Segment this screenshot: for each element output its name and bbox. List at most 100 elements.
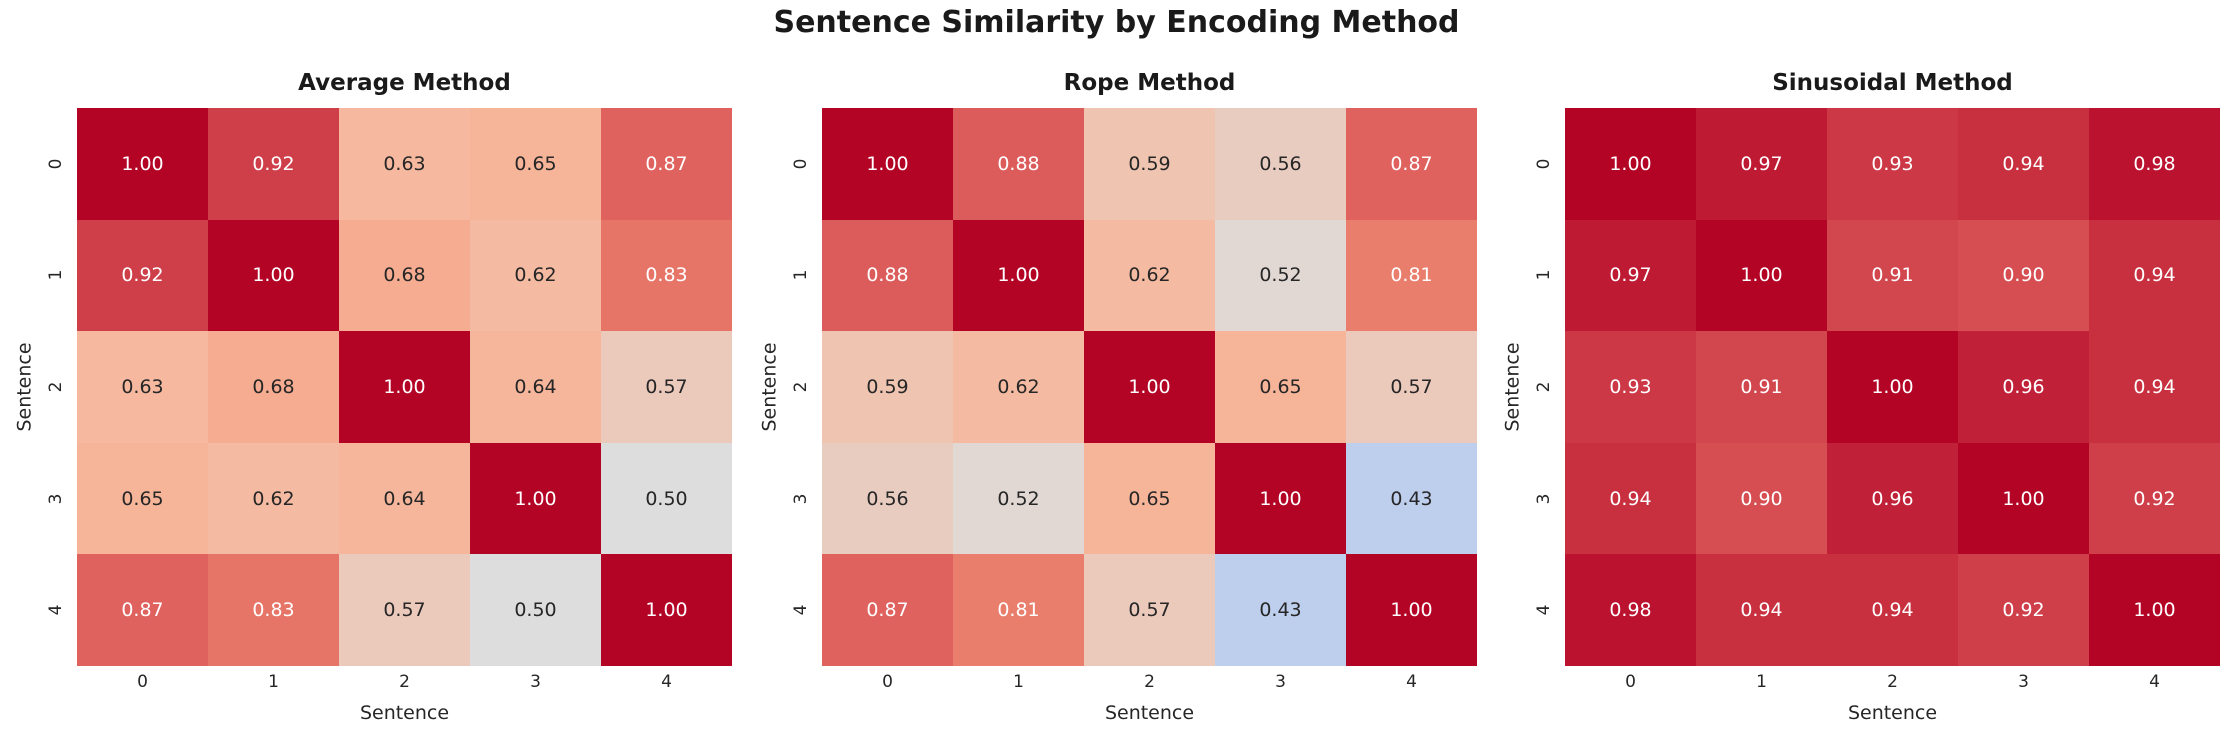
heatmap-cell: 0.94	[1958, 108, 2089, 220]
heatmap-grid: 1.00 0.88 0.59 0.56 0.87 0.88 1.00 0.62 0.52 0.81…	[822, 108, 1477, 666]
heatmap-cell: 0.94	[1696, 554, 1827, 666]
heatmap-cell: 1.00	[2089, 554, 2220, 666]
heatmap-cell: 0.52	[953, 442, 1084, 555]
heatmap-cell: 0.59	[822, 331, 953, 443]
heatmap-cell: 0.63	[339, 108, 470, 220]
x-tick-label: 2	[399, 672, 410, 692]
heatmap-cell: 1.00	[1346, 554, 1477, 666]
heatmap-cell: 0.56	[1215, 108, 1346, 220]
subplot-title: Average Method	[298, 70, 511, 96]
figure-title: Sentence Similarity by Encoding Method	[773, 5, 1460, 40]
y-tick-label: 1	[1534, 269, 1554, 281]
heatmap-cell: 0.68	[339, 219, 470, 332]
heatmap-cell: 0.83	[601, 219, 732, 332]
heatmap-cell: 0.64	[339, 442, 470, 555]
y-axis-ticks: 0 1 2 3 4	[44, 108, 68, 666]
y-axis-label: Sentence	[1500, 108, 1526, 666]
heatmap-cell: 0.65	[470, 108, 601, 220]
heatmap-cell: 0.92	[2089, 442, 2220, 555]
heatmap-cell: 0.94	[2089, 331, 2220, 443]
y-tick-label: 3	[791, 493, 811, 505]
heatmap-cell: 0.81	[1346, 219, 1477, 332]
x-axis-ticks: 0 1 2 3 4	[1565, 672, 2220, 692]
heatmap-cell: 0.92	[208, 108, 339, 220]
heatmap-cell: 0.87	[822, 554, 953, 666]
x-tick-label: 2	[1887, 672, 1898, 692]
y-tick-label: 1	[46, 269, 66, 281]
heatmap-cell: 0.90	[1958, 219, 2089, 332]
heatmap-cell: 1.00	[1084, 331, 1215, 443]
heatmap-cell: 1.00	[1565, 108, 1696, 220]
y-tick-label: 1	[791, 269, 811, 281]
heatmap-cell: 0.62	[953, 331, 1084, 443]
y-tick-label: 3	[46, 493, 66, 505]
heatmap-cell: 0.93	[1827, 108, 1958, 220]
x-tick-label: 3	[2018, 672, 2029, 692]
heatmap-cell: 0.68	[208, 331, 339, 443]
x-axis-label: Sentence	[359, 702, 450, 724]
y-tick-label: 3	[1534, 493, 1554, 505]
heatmap-cell: 0.64	[470, 331, 601, 443]
y-axis-label-text: Sentence	[759, 342, 782, 432]
y-axis-label-text: Sentence	[1502, 342, 1525, 432]
heatmap-cell: 0.57	[1346, 331, 1477, 443]
heatmap-cell: 0.87	[1346, 108, 1477, 220]
x-axis-ticks: 0 1 2 3 4	[822, 672, 1477, 692]
y-tick-label: 4	[791, 604, 811, 616]
heatmap-cell: 0.56	[822, 442, 953, 555]
heatmap-cell: 0.57	[1084, 554, 1215, 666]
heatmap-cell: 0.57	[601, 331, 732, 443]
x-tick-label: 4	[2149, 672, 2160, 692]
x-tick-label: 1	[268, 672, 279, 692]
heatmap-cell: 0.88	[822, 219, 953, 332]
y-tick-label: 2	[791, 381, 811, 393]
heatmap-cell: 0.94	[1565, 442, 1696, 555]
x-axis-ticks: 0 1 2 3 4	[77, 672, 732, 692]
y-tick-label: 2	[46, 381, 66, 393]
heatmap-cell: 0.50	[470, 554, 601, 666]
y-tick-label: 4	[46, 604, 66, 616]
heatmap-cell: 1.00	[470, 442, 601, 555]
y-tick-label: 0	[46, 158, 66, 170]
heatmap-cell: 1.00	[1696, 219, 1827, 332]
y-axis-label: Sentence	[12, 108, 38, 666]
y-tick-label: 2	[1534, 381, 1554, 393]
heatmap-cell: 0.43	[1346, 442, 1477, 555]
y-tick-label: 0	[791, 158, 811, 170]
heatmap-cell: 0.96	[1827, 442, 1958, 555]
heatmap-cell: 0.94	[2089, 219, 2220, 332]
heatmap-cell: 0.97	[1565, 219, 1696, 332]
heatmap-cell: 0.50	[601, 442, 732, 555]
heatmap-cell: 0.62	[208, 442, 339, 555]
heatmap-grid: 1.00 0.92 0.63 0.65 0.87 0.92 1.00 0.68 0.62 0.83…	[77, 108, 732, 666]
y-axis-label-text: Sentence	[14, 342, 37, 432]
heatmap-cell: 0.97	[1696, 108, 1827, 220]
heatmap-cell: 0.87	[77, 554, 208, 666]
heatmap-cell: 0.62	[1084, 219, 1215, 332]
y-tick-label: 4	[1534, 604, 1554, 616]
x-tick-label: 4	[1406, 672, 1417, 692]
x-tick-label: 1	[1756, 672, 1767, 692]
heatmap-cell: 0.98	[2089, 108, 2220, 220]
heatmap-cell: 0.65	[1215, 331, 1346, 443]
heatmap-cell: 1.00	[953, 219, 1084, 332]
x-tick-label: 1	[1013, 672, 1024, 692]
x-tick-label: 2	[1144, 672, 1155, 692]
heatmap-cell: 0.62	[470, 219, 601, 332]
heatmap-grid: 1.00 0.97 0.93 0.94 0.98 0.97 1.00 0.91 0.90 0.94…	[1565, 108, 2220, 666]
x-axis-label: Sentence	[1104, 702, 1195, 724]
y-tick-label: 0	[1534, 158, 1554, 170]
subplot-title: Rope Method	[1063, 70, 1236, 96]
heatmap-cell: 0.83	[208, 554, 339, 666]
x-axis-label: Sentence	[1847, 702, 1938, 724]
heatmap-cell: 1.00	[1827, 331, 1958, 443]
heatmap-cell: 0.92	[1958, 554, 2089, 666]
heatmap-cell: 0.88	[953, 108, 1084, 220]
heatmap-cell: 0.87	[601, 108, 732, 220]
heatmap-cell: 0.63	[77, 331, 208, 443]
heatmap-cell: 0.90	[1696, 442, 1827, 555]
heatmap-cell: 0.96	[1958, 331, 2089, 443]
